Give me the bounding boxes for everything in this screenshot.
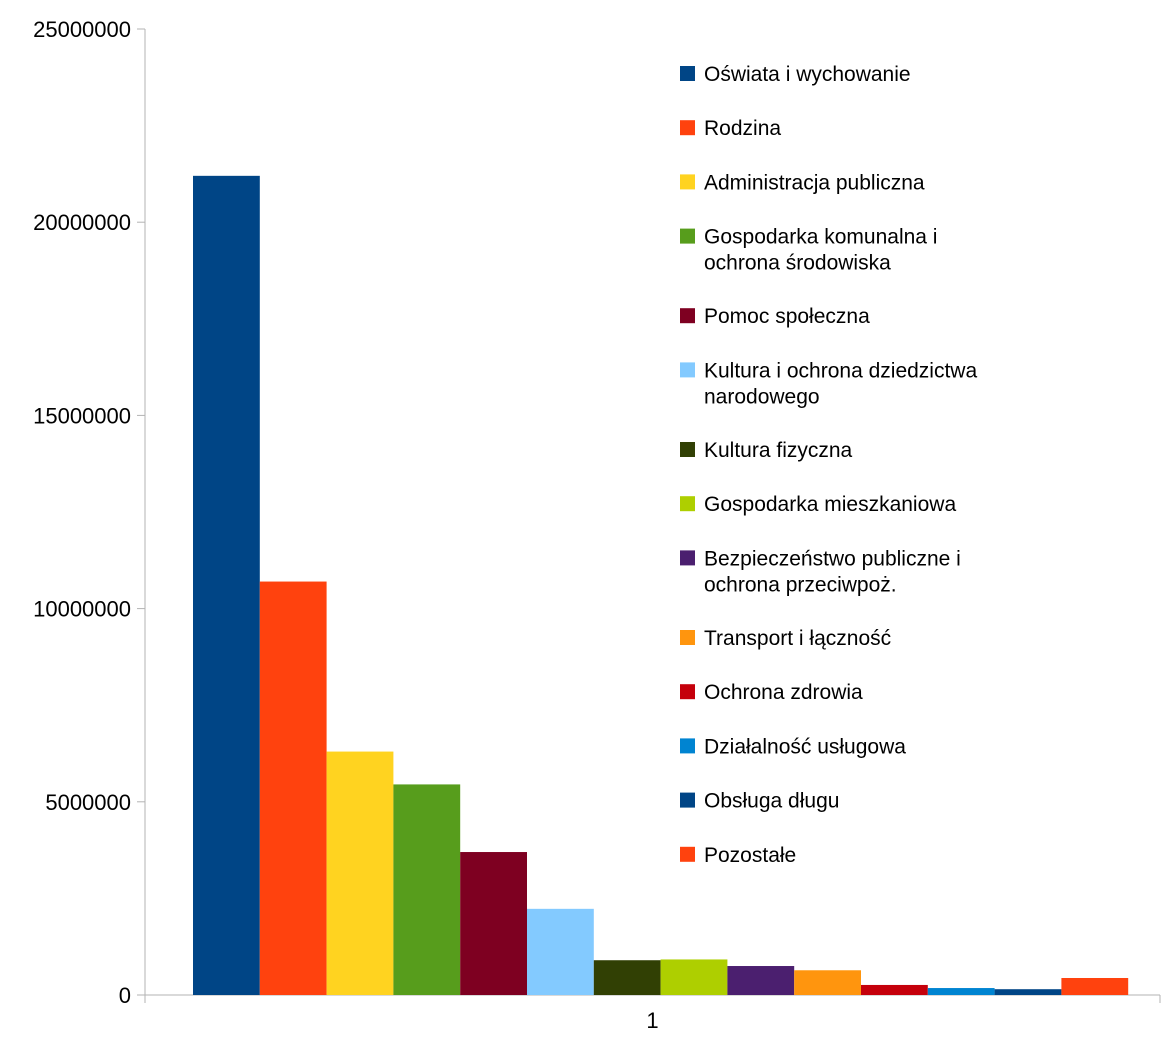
- legend-swatch: [680, 442, 695, 457]
- bar: [861, 984, 928, 995]
- bar: [994, 989, 1062, 995]
- legend-swatch: [680, 362, 695, 378]
- legend-label: Działalność usługowa: [704, 735, 906, 758]
- x-tick-label: 1: [646, 1008, 658, 1032]
- bar: [593, 960, 661, 995]
- axes: 0 5000000 10000000 15000000 20000000 25000000…: [33, 17, 1161, 1033]
- legend-label: Administracja publiczna: [704, 171, 925, 194]
- legend-swatch: [680, 738, 695, 754]
- legend-swatch: [680, 630, 695, 645]
- y-tick-label: 0: [119, 983, 131, 1008]
- bar: [794, 970, 861, 995]
- bar: [460, 852, 527, 995]
- legend-swatch: [680, 228, 695, 244]
- bar: [1061, 977, 1129, 995]
- legend-swatch: [680, 550, 695, 566]
- legend-label: Obsługa długu: [704, 790, 839, 813]
- legend-swatch: [680, 174, 695, 190]
- legend: Oświata i wychowanie Rodzina Administracja…: [680, 63, 977, 867]
- legend-swatch: [680, 846, 695, 862]
- legend-label: Pozostałe: [704, 844, 796, 867]
- legend-label: Transport i łączność: [704, 627, 891, 650]
- bar: [527, 908, 594, 995]
- legend-label: ochrona środowiska: [704, 252, 891, 275]
- bars-group: [193, 175, 1129, 995]
- bar: [326, 751, 394, 995]
- legend-label: Gospodarka mieszkaniowa: [704, 493, 956, 516]
- legend-label: narodowego: [704, 385, 820, 408]
- y-tick-label: 25000000: [33, 17, 131, 42]
- legend-label: ochrona przeciwpoż.: [704, 573, 897, 596]
- y-tick-label: 15000000: [33, 403, 131, 428]
- legend-label: Rodzina: [704, 117, 781, 140]
- legend-swatch: [680, 496, 695, 512]
- bar: [259, 581, 327, 995]
- legend-label: Pomoc społeczna: [704, 305, 870, 328]
- legend-label: Bezpieczeństwo publiczne i: [704, 547, 961, 570]
- legend-label: Ochrona zdrowia: [704, 681, 863, 704]
- legend-swatch: [680, 120, 695, 136]
- legend-label: Oświata i wychowanie: [704, 63, 911, 86]
- bar: [727, 966, 795, 995]
- bar: [927, 988, 995, 995]
- bar: [193, 175, 260, 995]
- legend-label: Gospodarka komunalna i: [704, 226, 937, 249]
- legend-swatch: [680, 684, 695, 700]
- legend-label: Kultura fizyczna: [704, 439, 853, 462]
- bar: [393, 784, 461, 995]
- legend-label: Kultura i ochrona dziedzictwa: [704, 359, 977, 382]
- y-tick-label: 5000000: [45, 790, 131, 815]
- legend-swatch: [680, 792, 695, 808]
- legend-swatch: [680, 308, 695, 324]
- y-tick-label: 20000000: [33, 210, 131, 235]
- legend-swatch: [680, 66, 695, 81]
- y-tick-label: 10000000: [33, 597, 131, 622]
- bar: [660, 959, 728, 995]
